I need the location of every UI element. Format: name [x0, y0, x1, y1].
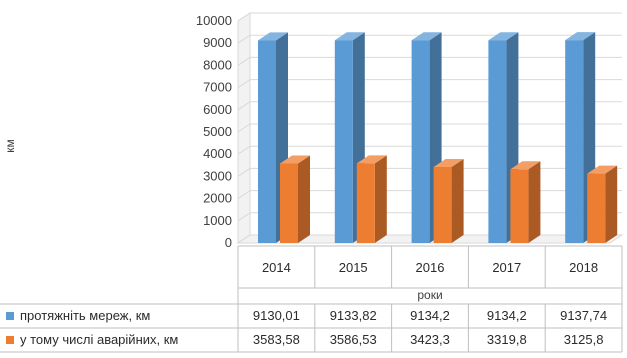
bar-front	[510, 169, 529, 243]
y-tick-label: 4000	[203, 146, 232, 161]
x-tick-label: 2014	[262, 260, 291, 275]
bar-emergency-2015	[356, 155, 387, 243]
bar-emergency-2016	[433, 159, 464, 243]
y-tick-label: 0	[225, 235, 232, 250]
bar-front	[280, 163, 298, 243]
y-tick-label: 3000	[203, 168, 232, 183]
y-tick-label: 8000	[203, 57, 232, 72]
x-tick-label: 2015	[339, 260, 368, 275]
data-label: 3125,8	[564, 332, 604, 347]
bar-emergency-2018	[587, 165, 618, 243]
bar-front	[488, 40, 507, 243]
data-label: 9134,2	[487, 308, 527, 323]
data-label: 3319,8	[487, 332, 527, 347]
bar-front	[565, 40, 584, 243]
y-tick-label: 9000	[203, 35, 232, 50]
bar-emergency-2014	[280, 155, 310, 243]
data-label: 9133,82	[330, 308, 377, 323]
y-tick-label: 2000	[203, 191, 232, 206]
bar-side	[605, 165, 618, 243]
y-tick-label: 10000	[196, 13, 232, 28]
x-tick-label: 2017	[492, 260, 521, 275]
y-tick-label: 7000	[203, 80, 232, 95]
bar-front	[356, 163, 375, 243]
bar-side	[298, 155, 310, 243]
data-label: 3586,53	[330, 332, 377, 347]
bar-top	[258, 32, 288, 41]
bar-top	[411, 32, 442, 41]
bar-top	[433, 159, 464, 168]
legend-swatch-emergency	[6, 336, 14, 344]
bar-top	[356, 155, 387, 164]
bar-top	[488, 32, 519, 41]
legend-label-network: протяжніть мереж, км	[20, 308, 150, 323]
x-tick-label: 2018	[569, 260, 598, 275]
bar-network-2018	[565, 32, 596, 243]
bar-top	[280, 155, 310, 164]
y-tick-label: 6000	[203, 102, 232, 117]
bar-emergency-2017	[510, 161, 541, 243]
y-tick-label: 1000	[203, 213, 232, 228]
data-label: 3583,58	[253, 332, 300, 347]
y-tick-label: 5000	[203, 124, 232, 139]
bar-front	[334, 40, 353, 244]
bar-side	[451, 159, 464, 243]
y-axis-title: км	[3, 139, 17, 153]
bar-top	[587, 165, 618, 174]
bar-front	[258, 40, 276, 243]
bar-side	[528, 161, 541, 243]
bar-top	[510, 161, 541, 170]
x-tick-label: 2016	[416, 260, 445, 275]
data-label: 3423,3	[410, 332, 450, 347]
bar-top	[334, 32, 365, 41]
data-label: 9137,74	[560, 308, 607, 323]
legend-swatch-network	[6, 312, 14, 320]
data-label: 9134,2	[410, 308, 450, 323]
bar-front	[433, 167, 452, 243]
bar-network-2017	[488, 32, 519, 243]
legend-label-emergency: у тому числі аварійних, км	[20, 332, 178, 347]
bar-front	[587, 173, 606, 243]
data-label: 9130,01	[253, 308, 300, 323]
gridline	[237, 12, 622, 22]
x-axis-title: роки	[417, 288, 442, 302]
bar-top	[565, 32, 596, 41]
bar-side	[374, 155, 387, 243]
bar-front	[411, 40, 430, 243]
